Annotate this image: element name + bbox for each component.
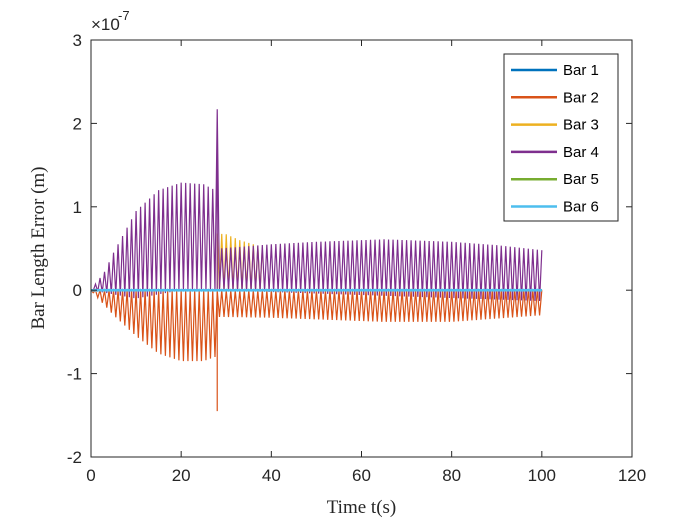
x-tick-label: 20	[172, 466, 191, 485]
tick-layer: 0 20 40 60 80 100 120 -2 -1 0 1 2 3	[67, 31, 646, 485]
y-tick-label: -2	[67, 448, 82, 467]
y-tick-label: 0	[73, 281, 82, 300]
y-tick-label: 3	[73, 31, 82, 50]
legend-label-5: Bar 5	[563, 171, 599, 188]
exponent-power: -7	[118, 8, 130, 23]
legend-label-6: Bar 6	[563, 199, 599, 216]
x-tick-label: 80	[442, 466, 461, 485]
x-tick-label: 40	[262, 466, 281, 485]
x-tick-label: 0	[86, 466, 95, 485]
y-axis-label: Bar Length Error (m)	[28, 166, 49, 329]
y-tick-label: 1	[73, 198, 82, 217]
x-tick-label: 60	[352, 466, 371, 485]
legend-label-2: Bar 2	[563, 89, 599, 106]
y-tick-label: 2	[73, 114, 82, 133]
y-tick-label: -1	[67, 365, 82, 384]
x-tick-label: 120	[618, 466, 646, 485]
exponent-label: ×10 -7	[91, 8, 130, 34]
legend-box	[503, 53, 619, 222]
legend-label-3: Bar 3	[563, 117, 599, 134]
series-layer	[90, 109, 543, 412]
legend-label-1: Bar 1	[563, 62, 599, 79]
series-line-4	[90, 109, 543, 301]
x-tick-label: 100	[528, 466, 556, 485]
exponent-base: ×10	[91, 15, 120, 34]
legend: Bar 1 Bar 2 Bar 3 Bar 4 Bar 5 Bar 6	[503, 53, 619, 222]
legend-label-4: Bar 4	[563, 144, 599, 161]
x-axis-label: Time t(s)	[327, 497, 397, 518]
